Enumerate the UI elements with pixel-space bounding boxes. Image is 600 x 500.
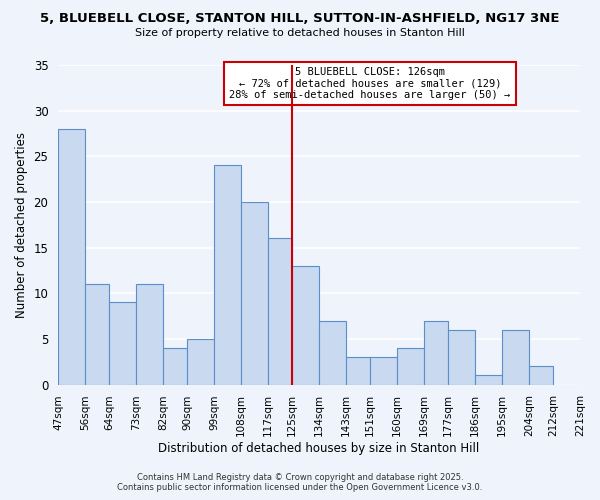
Bar xyxy=(370,357,397,384)
Bar xyxy=(502,330,529,384)
Bar xyxy=(424,320,448,384)
Bar xyxy=(241,202,268,384)
Bar xyxy=(448,330,475,384)
Bar xyxy=(214,166,241,384)
Text: Contains HM Land Registry data © Crown copyright and database right 2025.
Contai: Contains HM Land Registry data © Crown c… xyxy=(118,473,482,492)
Bar xyxy=(397,348,424,385)
Text: Size of property relative to detached houses in Stanton Hill: Size of property relative to detached ho… xyxy=(135,28,465,38)
Bar xyxy=(268,238,292,384)
Bar xyxy=(163,348,187,385)
Text: 5 BLUEBELL CLOSE: 126sqm
← 72% of detached houses are smaller (129)
28% of semi-: 5 BLUEBELL CLOSE: 126sqm ← 72% of detach… xyxy=(229,67,511,100)
Bar xyxy=(187,339,214,384)
Bar xyxy=(85,284,109,384)
Bar xyxy=(346,357,370,384)
Bar xyxy=(475,376,502,384)
Bar xyxy=(529,366,553,384)
Bar xyxy=(319,320,346,384)
Bar xyxy=(58,129,85,384)
Bar xyxy=(109,302,136,384)
X-axis label: Distribution of detached houses by size in Stanton Hill: Distribution of detached houses by size … xyxy=(158,442,480,455)
Bar xyxy=(136,284,163,384)
Y-axis label: Number of detached properties: Number of detached properties xyxy=(15,132,28,318)
Bar xyxy=(292,266,319,384)
Text: 5, BLUEBELL CLOSE, STANTON HILL, SUTTON-IN-ASHFIELD, NG17 3NE: 5, BLUEBELL CLOSE, STANTON HILL, SUTTON-… xyxy=(40,12,560,26)
